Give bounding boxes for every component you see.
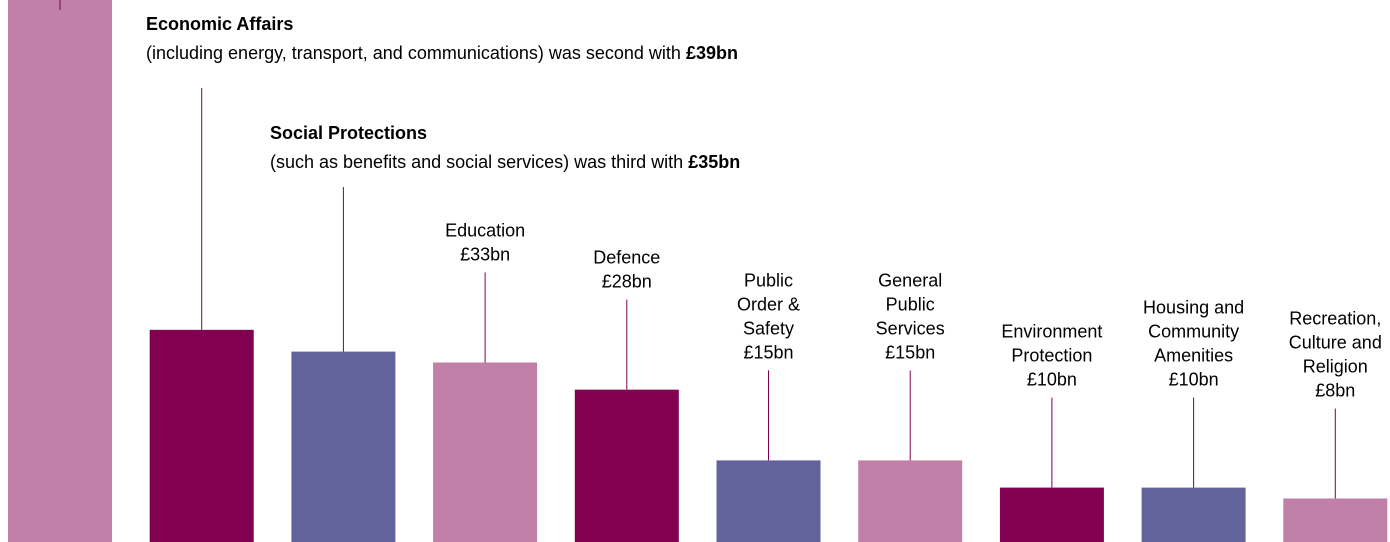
- bar-recreation-culture-religion: [1283, 498, 1388, 542]
- bar-label-line: Culture and: [1289, 332, 1382, 352]
- bar-label-line: £15bn: [885, 342, 935, 362]
- bar-label-line: Education: [445, 220, 525, 240]
- bar-label-general-public-services: General Public Services £15bn: [876, 270, 945, 362]
- bar-economic-affairs: [149, 329, 254, 542]
- bar-top-category: [8, 0, 112, 542]
- bar-label-line: £15bn: [743, 342, 793, 362]
- bars-group: [8, 0, 1388, 542]
- bar-label-line: Public: [744, 270, 793, 290]
- bar-label-line: £10bn: [1169, 370, 1219, 390]
- bar-labels-group: Education £33bn Defence £28bn Public Order & S…: [445, 220, 1382, 400]
- bar-label-line: £28bn: [602, 272, 652, 292]
- bar-label-line: Services: [876, 318, 945, 338]
- bar-label-line: Order &: [737, 294, 800, 314]
- bar-environment-protection: [999, 487, 1104, 542]
- bar-defence: [574, 389, 679, 542]
- bar-social-protections: [291, 351, 396, 542]
- bar-label-line: Housing and: [1143, 298, 1244, 318]
- bar-education: [433, 362, 538, 542]
- bar-general-public-services: [858, 460, 963, 542]
- annotation-value: £35bn: [688, 152, 740, 172]
- annotation-social-protections: Social Protections (such as benefits and…: [270, 123, 740, 172]
- annotation-text: (including energy, transport, and commun…: [146, 43, 686, 63]
- annotations-group: Economic Affairs (including energy, tran…: [146, 14, 740, 172]
- bar-label-line: £33bn: [460, 244, 510, 264]
- bar-label-line: £10bn: [1027, 370, 1077, 390]
- bar-label-line: Recreation,: [1289, 308, 1381, 328]
- bar-public-order-safety: [716, 460, 821, 542]
- bar-label-line: £8bn: [1315, 380, 1355, 400]
- annotation-heading: Social Protections: [270, 123, 427, 143]
- bar-label-education: Education £33bn: [445, 220, 525, 264]
- bar-label-line: Safety: [743, 318, 794, 338]
- bar-label-environment-protection: Environment Protection £10bn: [1001, 322, 1102, 390]
- bar-label-line: Religion: [1303, 356, 1368, 376]
- annotation-economic-affairs: Economic Affairs (including energy, tran…: [146, 14, 738, 63]
- bar-housing-community-amenities: [1141, 487, 1246, 542]
- bar-label-line: General: [878, 270, 942, 290]
- connector-lines-group: [59, 0, 1336, 499]
- bar-label-line: Community: [1148, 322, 1239, 342]
- bar-label-line: Environment: [1001, 322, 1102, 342]
- bar-label-defence: Defence £28bn: [593, 248, 660, 292]
- bar-label-line: Public: [886, 294, 935, 314]
- bar-label-recreation-culture-religion: Recreation, Culture and Religion £8bn: [1289, 308, 1382, 400]
- bar-label-public-order-safety: Public Order & Safety £15bn: [737, 270, 800, 362]
- bar-label-line: Amenities: [1154, 346, 1233, 366]
- annotation-value: £39bn: [686, 43, 738, 63]
- bar-label-line: Defence: [593, 248, 660, 268]
- annotation-text: (such as benefits and social services) w…: [270, 152, 688, 172]
- bar-label-line: Protection: [1011, 346, 1092, 366]
- bar-label-housing-community-amenities: Housing and Community Amenities £10bn: [1143, 298, 1244, 390]
- annotation-heading: Economic Affairs: [146, 14, 293, 34]
